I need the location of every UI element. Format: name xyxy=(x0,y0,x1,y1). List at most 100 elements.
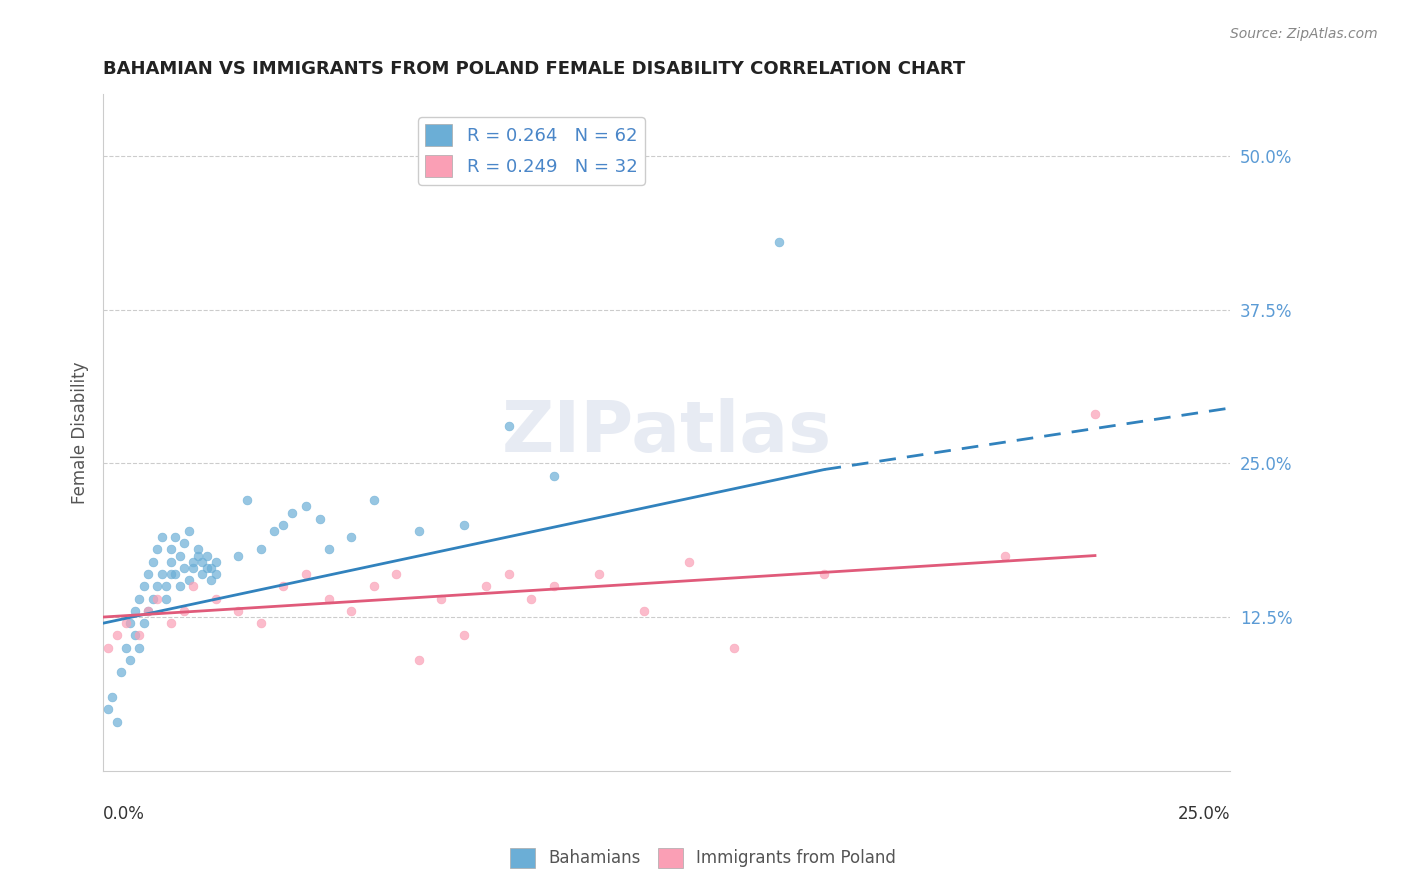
Point xyxy=(588,567,610,582)
Point xyxy=(453,517,475,532)
Point xyxy=(181,555,204,569)
Point xyxy=(236,493,259,508)
Point xyxy=(146,542,169,557)
Legend: R = 0.264   N = 62, R = 0.249   N = 32: R = 0.264 N = 62, R = 0.249 N = 32 xyxy=(418,117,645,185)
Point xyxy=(273,579,295,593)
Point xyxy=(543,579,565,593)
Point xyxy=(318,591,340,606)
Point xyxy=(408,524,430,538)
Point xyxy=(263,524,285,538)
Point xyxy=(146,579,169,593)
Text: BAHAMIAN VS IMMIGRANTS FROM POLAND FEMALE DISABILITY CORRELATION CHART: BAHAMIAN VS IMMIGRANTS FROM POLAND FEMAL… xyxy=(103,60,966,78)
Point xyxy=(228,604,250,618)
Point xyxy=(136,604,159,618)
Point xyxy=(191,567,214,582)
Point xyxy=(994,549,1017,563)
Point xyxy=(114,640,136,655)
Point xyxy=(105,714,128,729)
Point xyxy=(177,524,200,538)
Point xyxy=(124,604,146,618)
Point xyxy=(110,665,132,680)
Text: Source: ZipAtlas.com: Source: ZipAtlas.com xyxy=(1230,27,1378,41)
Point xyxy=(146,591,169,606)
Point xyxy=(250,616,273,631)
Point xyxy=(101,690,124,704)
Point xyxy=(97,702,120,716)
Point xyxy=(430,591,453,606)
Text: 25.0%: 25.0% xyxy=(1178,805,1230,823)
Point xyxy=(128,591,150,606)
Point xyxy=(340,604,363,618)
Y-axis label: Female Disability: Female Disability xyxy=(72,361,89,504)
Point xyxy=(132,579,155,593)
Point xyxy=(195,549,218,563)
Point xyxy=(177,573,200,587)
Point xyxy=(136,567,159,582)
Point xyxy=(543,468,565,483)
Point xyxy=(128,628,150,642)
Point xyxy=(520,591,543,606)
Point xyxy=(114,616,136,631)
Text: 0.0%: 0.0% xyxy=(103,805,145,823)
Point xyxy=(363,579,385,593)
Point xyxy=(142,591,165,606)
Point xyxy=(105,628,128,642)
Point xyxy=(453,628,475,642)
Point xyxy=(120,653,142,667)
Point xyxy=(142,555,165,569)
Point xyxy=(191,555,214,569)
Point xyxy=(150,530,173,544)
Point xyxy=(165,567,187,582)
Point xyxy=(169,549,191,563)
Point xyxy=(475,579,498,593)
Point xyxy=(155,579,177,593)
Point xyxy=(813,567,835,582)
Point xyxy=(159,616,181,631)
Point xyxy=(228,549,250,563)
Point xyxy=(187,542,209,557)
Point xyxy=(195,561,218,575)
Point xyxy=(1084,407,1107,421)
Point xyxy=(173,604,195,618)
Point xyxy=(340,530,363,544)
Point xyxy=(200,561,222,575)
Point xyxy=(181,579,204,593)
Point xyxy=(205,591,228,606)
Point xyxy=(250,542,273,557)
Point xyxy=(723,640,745,655)
Point xyxy=(128,640,150,655)
Point xyxy=(678,555,700,569)
Point xyxy=(273,517,295,532)
Point xyxy=(120,616,142,631)
Point xyxy=(498,419,520,434)
Point xyxy=(363,493,385,508)
Point xyxy=(281,506,304,520)
Point xyxy=(205,555,228,569)
Point xyxy=(633,604,655,618)
Point xyxy=(205,567,228,582)
Point xyxy=(173,536,195,550)
Point xyxy=(173,561,195,575)
Point xyxy=(155,591,177,606)
Point xyxy=(124,628,146,642)
Point xyxy=(498,567,520,582)
Point xyxy=(408,653,430,667)
Point xyxy=(159,567,181,582)
Point xyxy=(200,573,222,587)
Point xyxy=(97,640,120,655)
Point xyxy=(308,511,330,525)
Point xyxy=(318,542,340,557)
Point xyxy=(768,235,790,249)
Text: ZIPatlas: ZIPatlas xyxy=(502,398,832,467)
Point xyxy=(187,549,209,563)
Point xyxy=(295,500,318,514)
Point xyxy=(136,604,159,618)
Point xyxy=(150,567,173,582)
Point xyxy=(159,555,181,569)
Legend: Bahamians, Immigrants from Poland: Bahamians, Immigrants from Poland xyxy=(503,841,903,875)
Point xyxy=(295,567,318,582)
Point xyxy=(165,530,187,544)
Point xyxy=(132,616,155,631)
Point xyxy=(159,542,181,557)
Point xyxy=(181,561,204,575)
